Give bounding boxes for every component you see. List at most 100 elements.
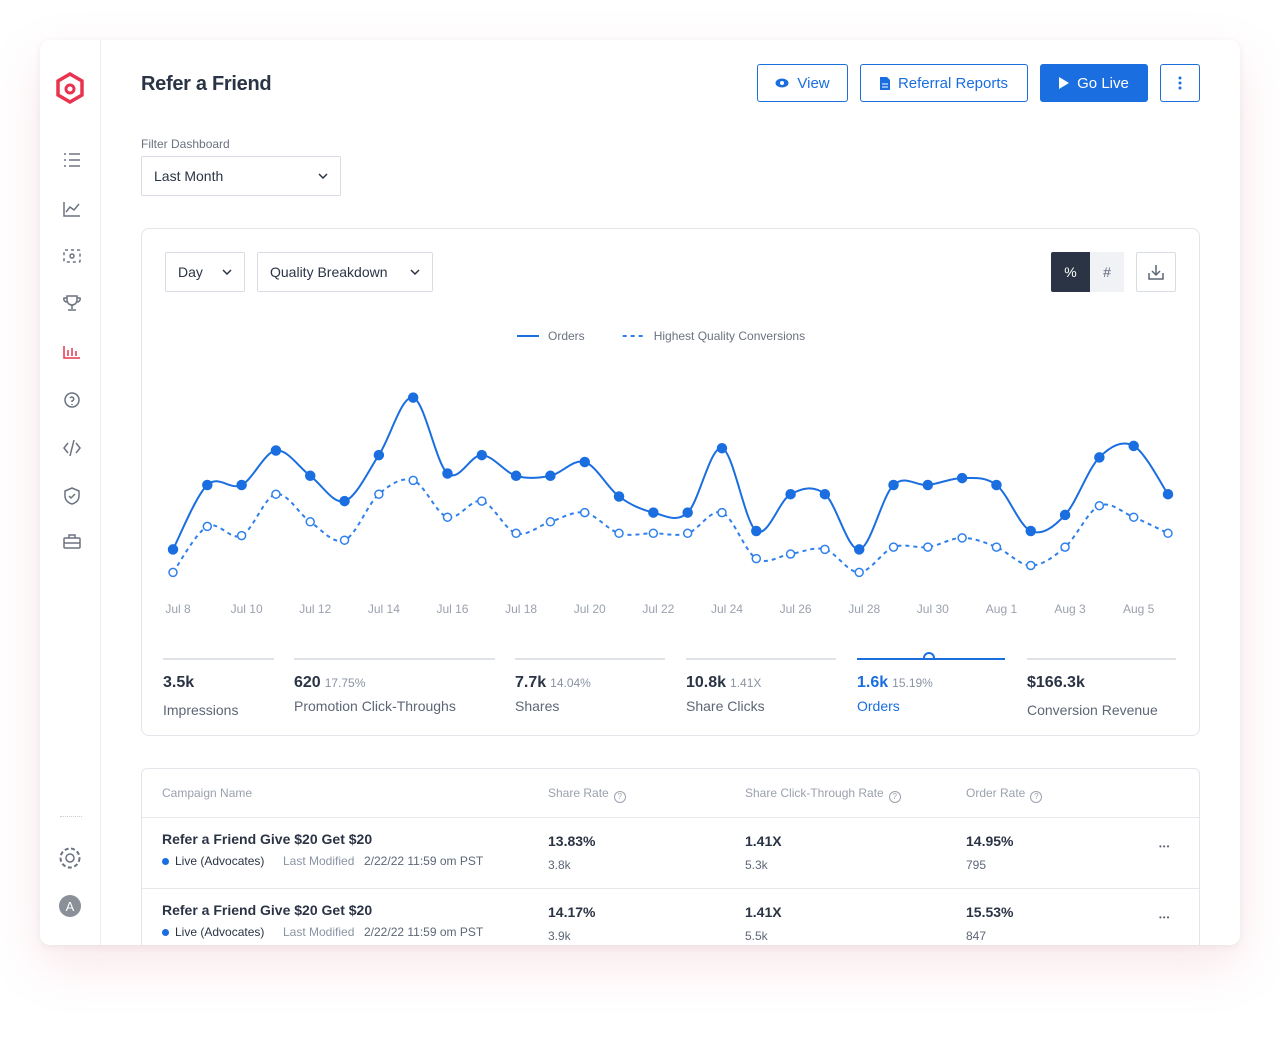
nav-icons[interactable] <box>62 150 82 610</box>
stat-number: $166.3k <box>1027 674 1085 691</box>
order-count: 795 <box>966 858 987 872</box>
data-point <box>442 512 453 522</box>
stat-label: Conversion Revenue <box>1027 702 1158 718</box>
avatar[interactable]: A <box>59 895 81 917</box>
breakdown-select[interactable]: Quality Breakdown <box>257 252 433 292</box>
select-value: Last Month <box>154 168 224 184</box>
data-point <box>1025 525 1037 537</box>
stat-label: Share Clicks <box>686 698 765 714</box>
click-through-rate: 1.41X <box>745 904 782 920</box>
data-point <box>922 479 934 491</box>
modified-label: Last Modified <box>283 854 355 868</box>
data-point <box>956 472 968 484</box>
column-title: Order Rate <box>966 786 1026 800</box>
data-point <box>1059 509 1071 521</box>
data-point <box>853 544 865 555</box>
data-point <box>373 449 385 461</box>
campaign-name: Refer a Friend Give $20 Get $20 <box>162 902 373 918</box>
chart-card: Day Quality Breakdown % # Orders Highest … <box>141 228 1200 736</box>
download-button[interactable] <box>1136 252 1176 292</box>
data-point <box>751 553 762 564</box>
data-point <box>648 528 659 539</box>
data-point <box>374 489 384 499</box>
stat-label: Shares <box>515 698 560 714</box>
data-point <box>407 392 419 403</box>
stat-number: 7.7k <box>515 674 547 691</box>
share-count: 3.9k <box>548 929 571 943</box>
stat-value: 7.7k 14.04% <box>515 674 665 692</box>
percent-toggle[interactable]: % <box>1051 252 1090 292</box>
data-point <box>510 470 522 482</box>
data-point <box>339 535 350 545</box>
stat-number: 3.5k <box>163 674 195 691</box>
sidebar: A <box>40 40 101 945</box>
x-tick-label: Aug 3 <box>1054 602 1086 616</box>
reports-button[interactable]: Referral Reports <box>860 64 1028 102</box>
x-tick-label: Jul 14 <box>368 602 400 616</box>
stat: 10.8k 1.41X Share Clicks <box>686 658 836 714</box>
data-point <box>511 528 521 539</box>
more-button[interactable] <box>1160 64 1200 102</box>
campaign-status: Live (Advocates) <box>175 854 265 868</box>
campaign-status: Live (Advocates) <box>175 925 265 939</box>
stat-label: Impressions <box>163 702 239 718</box>
column-title: Share Rate <box>548 786 609 800</box>
row-menu[interactable]: ••• <box>1159 913 1171 922</box>
x-tick-label: Jul 18 <box>505 602 537 616</box>
button-label: View <box>797 74 830 92</box>
data-point <box>202 479 213 491</box>
order-rate: 15.53% <box>966 904 1014 920</box>
data-point <box>1026 560 1036 571</box>
count-toggle[interactable]: # <box>1090 252 1124 292</box>
eye-icon <box>775 78 789 88</box>
help-icon: ? <box>613 791 626 803</box>
data-point <box>888 479 899 491</box>
status-dot <box>162 929 169 936</box>
stat-value: 1.6k 15.19% <box>857 674 1005 692</box>
modified-label: Last Modified <box>283 925 355 939</box>
row-menu[interactable]: ••• <box>1159 842 1171 851</box>
data-point <box>820 544 830 555</box>
stat-value: 10.8k 1.41X <box>686 674 836 692</box>
stat-value: 3.5k <box>163 674 274 692</box>
view-button[interactable]: View <box>757 64 848 102</box>
stat: 1.6k 15.19% Orders <box>857 652 1005 714</box>
status-dot <box>162 858 169 865</box>
data-point <box>167 544 179 555</box>
data-point <box>854 567 864 578</box>
stat: 620 17.75% Promotion Click-Throughs <box>294 658 495 714</box>
file-icon <box>879 76 890 90</box>
x-tick-label: Jul 26 <box>780 602 812 616</box>
data-point <box>785 549 796 559</box>
download-icon <box>1148 265 1164 280</box>
button-label: Go Live <box>1077 74 1129 92</box>
settings-icon[interactable] <box>57 845 83 871</box>
stat-number: 1.6k <box>857 674 889 691</box>
column-header: Share Click-Through Rate? <box>745 786 901 803</box>
stat-number: 10.8k <box>686 674 727 691</box>
x-tick-label: Jul 30 <box>917 602 949 616</box>
series-line <box>172 478 1169 574</box>
stat-sub: 15.19% <box>892 676 933 690</box>
data-point <box>1128 512 1139 522</box>
help-icon: ? <box>1030 791 1043 803</box>
stat-sub: 17.75% <box>324 676 366 690</box>
share-rate: 14.17% <box>548 904 596 920</box>
stat-bar <box>1027 658 1176 660</box>
stat: $166.3k Conversion Revenue <box>1027 658 1176 718</box>
filter-select[interactable]: Last Month <box>141 156 341 196</box>
data-point <box>682 528 693 539</box>
stat-label: Promotion Click-Throughs <box>294 698 456 714</box>
table-row: Refer a Friend Give $20 Get $20 Live (Adv… <box>142 817 1199 889</box>
click-count: 5.3k <box>745 858 768 872</box>
order-rate: 14.95% <box>966 833 1014 849</box>
modified-date: 2/22/22 11:59 om PST <box>364 854 484 868</box>
period-select[interactable]: Day <box>165 252 245 292</box>
help-icon: ? <box>888 791 901 803</box>
go-live-button[interactable]: Go Live <box>1040 64 1148 102</box>
data-point <box>991 479 1002 491</box>
select-value: Quality Breakdown <box>270 264 388 280</box>
data-point <box>717 507 727 518</box>
click-count: 5.5k <box>745 929 768 943</box>
